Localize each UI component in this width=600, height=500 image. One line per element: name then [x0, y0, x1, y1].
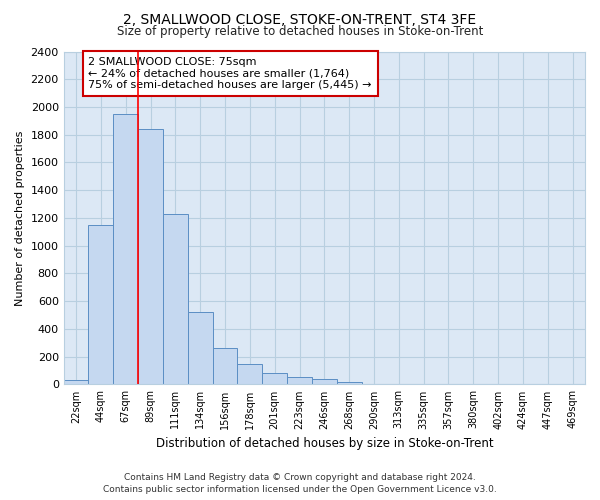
Text: 2, SMALLWOOD CLOSE, STOKE-ON-TRENT, ST4 3FE: 2, SMALLWOOD CLOSE, STOKE-ON-TRENT, ST4 …	[124, 12, 476, 26]
X-axis label: Distribution of detached houses by size in Stoke-on-Trent: Distribution of detached houses by size …	[155, 437, 493, 450]
Bar	[188, 312, 212, 384]
Bar	[113, 114, 138, 384]
Text: 2 SMALLWOOD CLOSE: 75sqm
← 24% of detached houses are smaller (1,764)
75% of sem: 2 SMALLWOOD CLOSE: 75sqm ← 24% of detach…	[88, 57, 372, 90]
Text: Contains HM Land Registry data © Crown copyright and database right 2024.
Contai: Contains HM Land Registry data © Crown c…	[103, 472, 497, 494]
Bar	[88, 225, 113, 384]
Bar	[212, 348, 238, 385]
Bar	[337, 382, 362, 384]
Bar	[287, 377, 312, 384]
Bar	[312, 379, 337, 384]
Bar	[138, 129, 163, 384]
Bar	[262, 374, 287, 384]
Text: Size of property relative to detached houses in Stoke-on-Trent: Size of property relative to detached ho…	[117, 25, 483, 38]
Bar	[238, 364, 262, 384]
Y-axis label: Number of detached properties: Number of detached properties	[15, 130, 25, 306]
Bar	[64, 380, 88, 384]
Bar	[163, 214, 188, 384]
